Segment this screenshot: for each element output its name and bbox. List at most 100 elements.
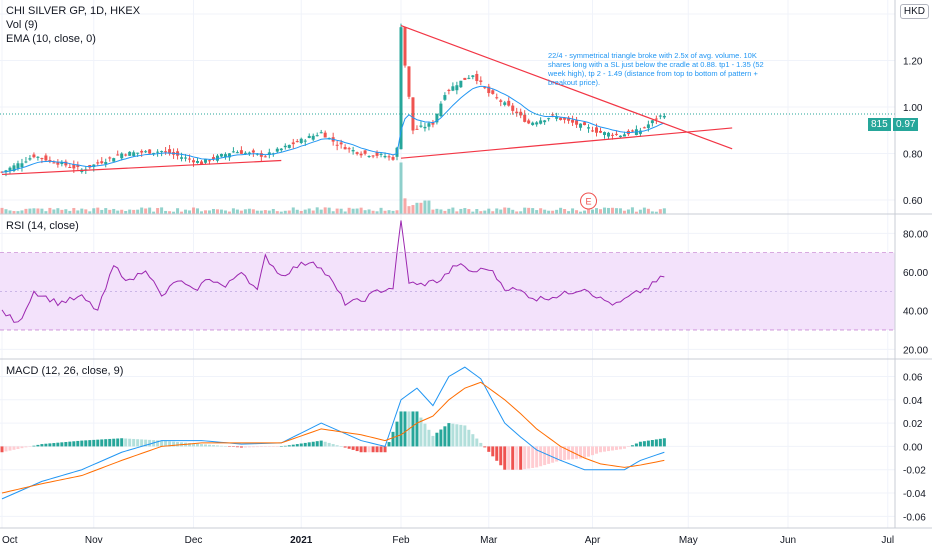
volume-bar [523,207,527,214]
candle-body [539,120,543,124]
macd-histogram-bar [415,411,419,447]
macd-histogram-bar [503,446,507,470]
volume-bar [219,209,223,214]
macd-histogram-bar [383,446,387,453]
macd-legend[interactable]: MACD (12, 26, close, 9) [6,365,124,377]
candle-body [76,164,80,167]
candle-body [164,151,168,153]
candle-body [8,167,12,171]
candle-body [447,89,451,91]
volume-bar [543,209,547,214]
symbol-line[interactable]: CHI SILVER GP, 1D, HKEX [6,5,141,17]
macd-histogram-bar [227,446,231,447]
macd-histogram-bar [587,446,591,457]
trendlines[interactable] [1,25,733,176]
ema-legend[interactable]: EMA (10, close, 0) [6,33,96,45]
volume-bars [0,162,666,214]
candle-body [527,120,531,124]
volume-bar [24,208,28,214]
y-tick-label: 0.02 [903,419,923,430]
candle-body [44,155,48,161]
volume-bar [475,209,479,214]
macd-histogram-bar [463,425,467,447]
macd-histogram-bar [347,446,351,449]
candle-body [132,152,136,156]
volume-bar [68,210,72,214]
macd-histogram-bar [44,443,48,447]
candle-body [487,86,491,94]
x-tick-label: Feb [392,535,410,546]
volume-bar [391,210,395,214]
macd-histogram-bar [595,446,599,454]
volume-bar [622,210,626,214]
candle-body [507,100,511,106]
candle-body [515,111,519,114]
volume-bar [638,209,642,214]
volume-bar [279,211,283,214]
macd-histogram-bar [355,446,359,452]
macd-histogram-bar [658,438,662,447]
candle-body [196,161,200,163]
volume-bar [60,209,64,214]
candle-body [156,151,160,153]
macd-histogram-bar [499,446,503,466]
trade-annotation[interactable]: 22/4 - symmetrical triangle broke with 2… [548,51,764,87]
volume-bar [447,208,451,214]
volume-bar [52,209,56,214]
macd-histogram-bar [211,445,215,447]
macd-histogram-bar [140,439,144,447]
macd-histogram-bar [519,446,523,470]
volume-legend[interactable]: Vol (9) [6,19,38,31]
candle-body [367,155,371,157]
y-tick-label: 40.00 [903,307,928,318]
macd-histogram-bar [579,446,583,459]
volume-bar [383,210,387,214]
volume-bar [0,207,4,214]
macd-histogram-bar [387,442,391,447]
volume-bar [411,205,415,214]
volume-bar [535,210,539,214]
volume-bar [363,210,367,214]
candle-body [399,27,403,150]
rsi-polyline [1,220,665,323]
candle-body [60,162,64,165]
volume-bar [275,211,279,214]
volume-bar [367,209,371,214]
rsi-legend[interactable]: RSI (14, close) [6,220,79,232]
currency-badge[interactable]: HKD [899,4,929,19]
volume-bar [72,207,76,214]
volume-bar [662,208,666,214]
candle-body [16,163,20,169]
volume-bar [618,208,622,214]
candle-body [375,152,379,156]
volume-bar [20,210,24,214]
candle-body [423,126,427,129]
macd-histogram-bar [475,438,479,447]
macd-histogram-bar [662,438,666,447]
macd-histogram-bar [531,446,535,468]
candle-body [311,135,315,140]
candle-body [168,149,172,154]
macd-histogram-bar [207,444,211,447]
candle-body [315,135,319,137]
volume-bar [168,211,172,214]
macd-histogram-bar [259,446,263,447]
macd-histogram-bar [48,443,52,447]
macd-histogram-bar [399,411,403,447]
earnings-circle [580,192,598,210]
y-tick-label: -0.06 [903,512,926,523]
y-tick-label: 0.00 [903,442,923,453]
macd-histogram-bar [391,431,395,447]
candle-body [32,154,36,158]
volume-bar [646,208,650,214]
candle-body [351,150,355,152]
volume-bar [467,209,471,214]
macd-histogram-bar [618,446,622,450]
volume-bar [207,210,211,214]
candle-body [203,159,207,163]
macd-histogram-bar [431,435,435,447]
macd-histogram-bar [100,439,104,447]
macd-histogram-bar [630,445,634,447]
